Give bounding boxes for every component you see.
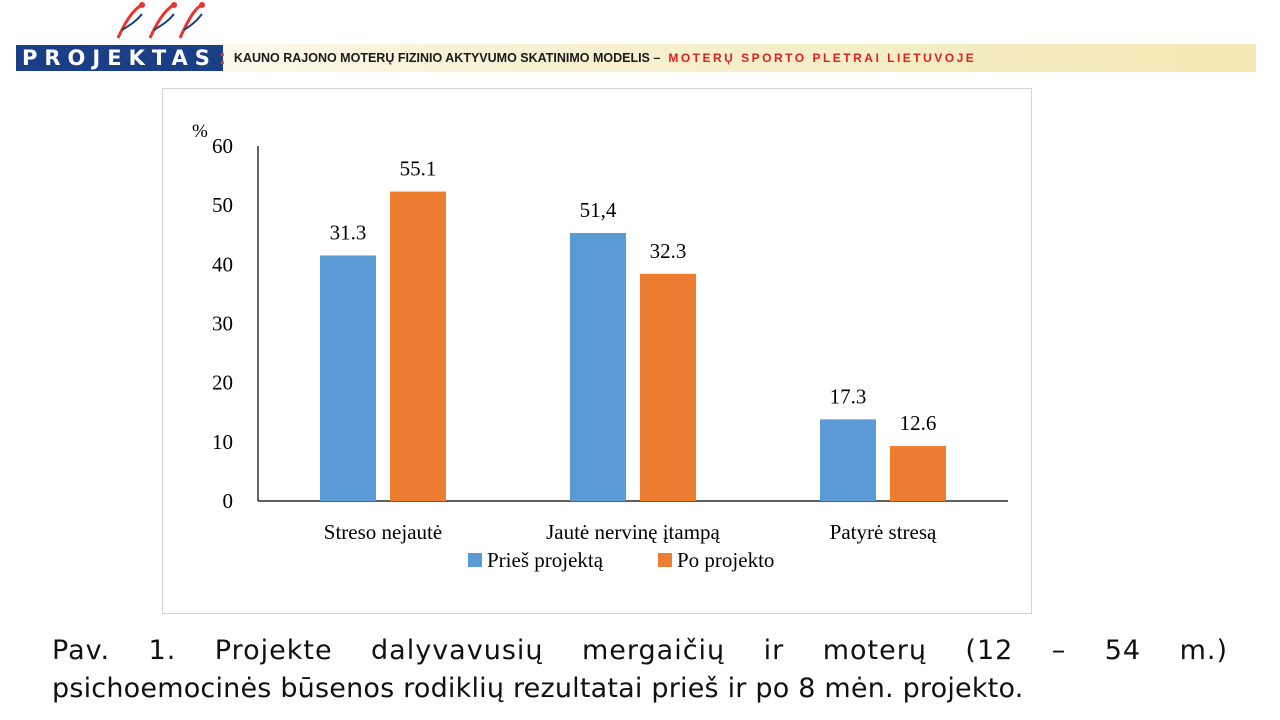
y-axis-label: % xyxy=(192,121,208,142)
brand-label: PROJEKTAS xyxy=(16,45,223,71)
data-label: 32.3 xyxy=(650,239,687,263)
brand-separator: : xyxy=(218,46,226,69)
bar xyxy=(890,445,946,501)
data-label: 31.3 xyxy=(330,220,367,244)
legend-swatch xyxy=(468,553,482,567)
caption-line-2: psichoemocinės būsenos rodiklių rezultat… xyxy=(52,673,1024,704)
chart-frame: 0 10 20 30 40 50 60% 31.3 55.1 Streso nejautė 51,4… xyxy=(162,88,1032,614)
project-tagline: MOTERŲ SPORTO PLETRAI LIETUVOJE xyxy=(668,51,977,65)
x-tick-label: Streso nejautė xyxy=(324,520,442,544)
data-label: 55.1 xyxy=(400,157,437,181)
y-tick-label: 60 xyxy=(212,134,233,158)
y-tick-label: 50 xyxy=(212,193,233,217)
x-tick-label: Patyrė stresą xyxy=(830,520,937,544)
y-tick-label: 0 xyxy=(223,489,234,513)
bar xyxy=(570,232,626,501)
data-label: 51,4 xyxy=(580,198,617,222)
bar xyxy=(390,191,446,501)
figure-caption: Pav. 1. Projekte dalyvavusių mergaičių i… xyxy=(52,632,1228,708)
caption-line-1: Pav. 1. Projekte dalyvavusių mergaičių i… xyxy=(52,635,1228,666)
data-label: 17.3 xyxy=(830,384,867,408)
legend-label: Po projekto xyxy=(677,548,774,572)
legend-swatch xyxy=(658,553,672,567)
y-tick-label: 20 xyxy=(212,371,233,395)
bar-chart: 0 10 20 30 40 50 60% 31.3 55.1 Streso nejautė 51,4… xyxy=(192,121,1008,572)
header-banner: PROJEKTAS : KAUNO RAJONO MOTERŲ FIZINIO … xyxy=(16,44,1256,72)
project-subtitle: KAUNO RAJONO MOTERŲ FIZINIO AKTYVUMO SKA… xyxy=(233,51,661,65)
y-tick-label: 10 xyxy=(212,430,233,454)
logo-dancers-icon xyxy=(116,2,205,39)
bar xyxy=(640,273,696,501)
data-label: 12.6 xyxy=(900,411,937,435)
bar xyxy=(320,255,376,501)
y-tick-label: 30 xyxy=(212,312,233,336)
x-tick-label: Jautė nervinę įtampą xyxy=(546,520,720,544)
bar xyxy=(820,419,876,501)
legend-label: Prieš projektą xyxy=(487,548,604,572)
y-tick-label: 40 xyxy=(212,252,233,276)
